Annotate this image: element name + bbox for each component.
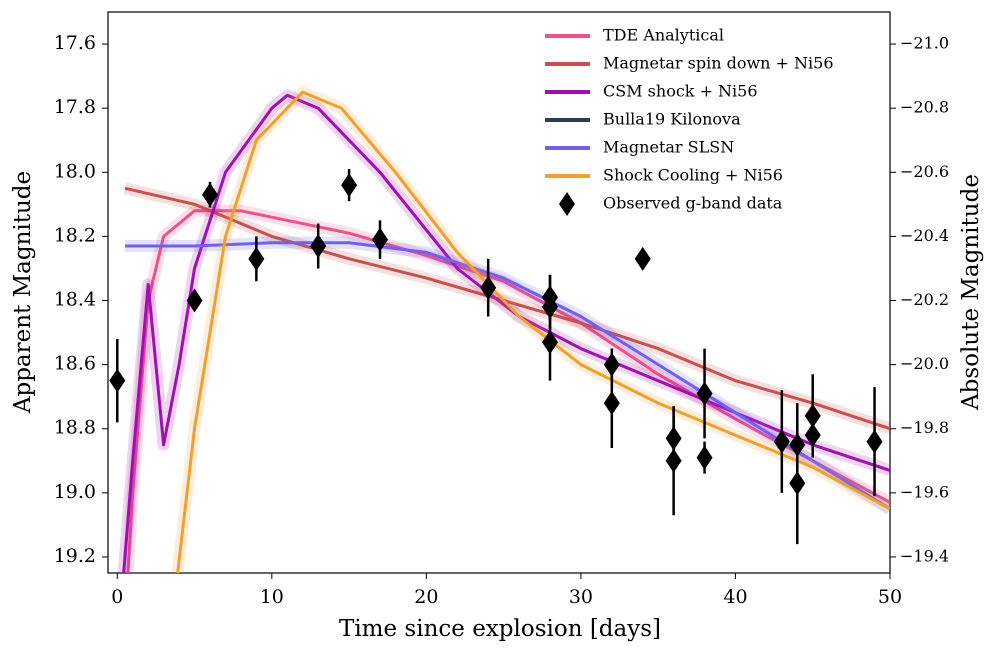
x-axis-label: Time since explosion [days] — [339, 616, 661, 642]
data-point — [310, 234, 327, 259]
y-tick-label: 17.8 — [54, 96, 96, 118]
y2-tick-label: −20.2 — [900, 290, 949, 309]
y2-tick-label: −20.6 — [900, 162, 949, 181]
legend-label: Shock Cooling + Ni56 — [603, 166, 783, 185]
x-tick-label: 40 — [723, 586, 747, 608]
data-point — [202, 182, 218, 207]
data-point — [634, 246, 651, 271]
data-point — [248, 246, 265, 271]
data-point — [696, 381, 713, 406]
x-tick-label: 0 — [111, 586, 123, 608]
y2-tick-label: −20.8 — [900, 98, 949, 117]
data-point — [341, 173, 358, 198]
legend-label: Magnetar SLSN — [603, 138, 734, 157]
curves — [117, 86, 890, 573]
legend-label: TDE Analytical — [603, 26, 724, 45]
y-tick-label: 18.6 — [54, 353, 96, 375]
plot-frame — [107, 11, 891, 574]
observations — [109, 169, 883, 545]
y2-tick-label: −19.8 — [900, 418, 949, 437]
y-tick-label: 17.6 — [54, 32, 96, 54]
y2-tick-label: −19.4 — [900, 546, 949, 565]
legend-label: Observed g-band data — [603, 194, 783, 213]
y-tick-label: 18.0 — [54, 160, 96, 182]
data-point — [789, 471, 806, 496]
data-point — [542, 330, 558, 355]
x-tick-label: 20 — [414, 586, 438, 608]
x-tick-label: 30 — [569, 586, 593, 608]
series-line — [125, 241, 890, 511]
data-point — [773, 429, 790, 454]
y2-tick-label: −21.0 — [900, 34, 949, 53]
data-point — [186, 288, 203, 313]
data-point — [480, 275, 497, 300]
y-axis-label: Apparent Magnitude — [10, 171, 36, 414]
legend-label: CSM shock + Ni56 — [603, 82, 758, 101]
data-point — [804, 423, 821, 448]
y-tick-label: 19.0 — [54, 481, 96, 503]
y-tick-label: 19.2 — [54, 545, 96, 567]
legend-swatch — [559, 192, 575, 216]
series-line — [126, 209, 890, 573]
data-point — [665, 448, 682, 473]
y2-axis-label: Absolute Magnitude — [958, 174, 984, 411]
data-point — [696, 445, 713, 470]
y-tick-label: 18.2 — [54, 224, 96, 246]
series-line — [122, 93, 890, 573]
legend: TDE Analytical Magnetar spin down + Ni56 C… — [545, 26, 834, 216]
legend-label: Magnetar spin down + Ni56 — [603, 54, 834, 73]
y2-tick-label: −20.0 — [900, 354, 949, 373]
x-tick-label: 50 — [878, 586, 902, 608]
legend-label: Bulla19 Kilonova — [603, 110, 741, 129]
y2-tick-label: −20.4 — [900, 226, 949, 245]
y2-tick-label: −19.6 — [900, 482, 949, 501]
series-line — [176, 90, 890, 573]
y-tick-label: 18.8 — [54, 417, 96, 439]
data-point — [866, 429, 883, 454]
data-point — [603, 391, 620, 416]
x-tick-label: 10 — [260, 586, 284, 608]
data-point — [372, 227, 388, 252]
y-tick-label: 18.4 — [54, 289, 96, 311]
data-point — [109, 368, 126, 393]
